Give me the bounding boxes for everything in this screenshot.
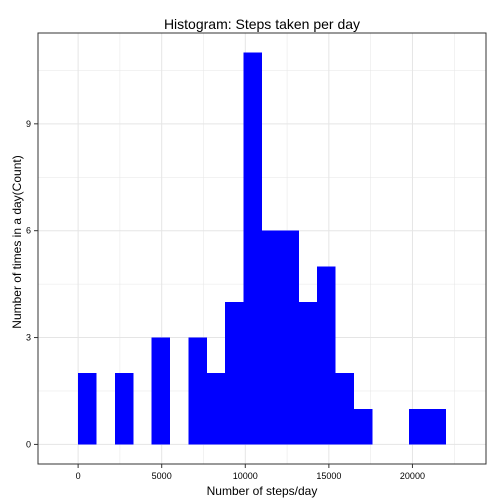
- histogram-bar: [409, 408, 428, 445]
- histogram-bar: [262, 230, 281, 445]
- histogram-bar: [335, 373, 354, 445]
- x-tick-label: 20000: [400, 471, 425, 481]
- x-tick-label: 0: [76, 471, 81, 481]
- histogram-bar: [317, 266, 336, 445]
- x-tick-label: 10000: [233, 471, 258, 481]
- y-tick-label: 6: [26, 226, 31, 236]
- histogram-bar: [353, 408, 373, 445]
- x-tick-label: 15000: [316, 471, 341, 481]
- panel-border: [37, 32, 487, 465]
- histogram-bars: [78, 52, 446, 445]
- histogram-bar: [78, 373, 97, 445]
- y-tick-label: 3: [26, 333, 31, 343]
- histogram-bar: [206, 373, 226, 445]
- histogram-bar: [427, 408, 446, 445]
- y-axis-tick-labels: 0 3 6 9: [26, 119, 31, 450]
- histogram-bar: [225, 301, 244, 445]
- y-tick-label: 0: [26, 439, 31, 449]
- histogram-bar: [188, 337, 207, 445]
- y-axis-title: Number of times in a day(Count): [10, 155, 24, 328]
- x-axis-title: Number of steps/day: [207, 484, 318, 498]
- chart-title: Histogram: Steps taken per day: [164, 16, 360, 32]
- histogram-bar: [280, 230, 299, 445]
- x-tick-label: 5000: [152, 471, 172, 481]
- histogram-bar: [151, 337, 171, 445]
- y-tick-label: 9: [26, 119, 31, 129]
- x-axis-tick-labels: 0 5000 10000 15000 20000: [76, 471, 425, 481]
- axis-ticks: [34, 123, 413, 468]
- histogram-bar: [298, 301, 318, 445]
- histogram-bar: [243, 52, 262, 445]
- histogram-bar: [114, 373, 134, 445]
